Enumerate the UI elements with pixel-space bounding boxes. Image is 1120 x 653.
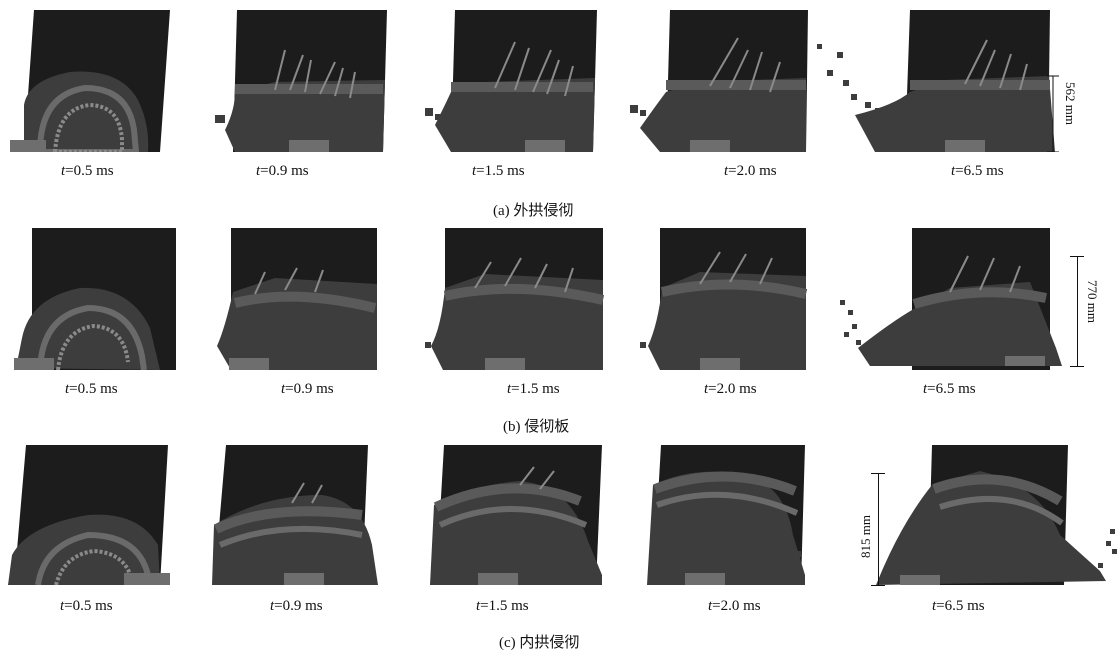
row-c-panel-1 (8, 445, 170, 585)
row-c-panel-4 (645, 445, 810, 585)
row-c-time-5: t=6.5 ms (932, 598, 985, 614)
row-b-panel-1 (10, 228, 178, 370)
row-a-time-4: t=2.0 ms (724, 163, 777, 179)
row-b-dimension-tick-top (1070, 256, 1084, 257)
row-c-time-3: t=1.5 ms (476, 598, 529, 614)
row-c-panel-2 (212, 445, 382, 585)
row-b-caption: (b) 侵彻板 (503, 419, 570, 435)
row-b-time-4: t=2.0 ms (704, 381, 757, 397)
row-b-time-2: t=0.9 ms (281, 381, 334, 397)
row-c-panel-5 (870, 445, 1120, 585)
row-a-panel-4 (630, 10, 810, 152)
row-a-panel-1 (10, 10, 170, 152)
row-c-time-1: t=0.5 ms (60, 598, 113, 614)
row-b-panel-5 (830, 228, 1070, 370)
row-a-panel-5 (815, 10, 1060, 152)
row-b-dimension-tick-bottom (1070, 366, 1084, 367)
row-c-time-4: t=2.0 ms (708, 598, 761, 614)
row-b-panel-2 (215, 228, 380, 370)
row-a-time-3: t=1.5 ms (472, 163, 525, 179)
row-c-panel-3 (430, 445, 605, 585)
row-a-panel-2 (215, 10, 395, 152)
row-a-dimension-label: 562 mm (1063, 82, 1078, 125)
row-b-panel-4 (640, 228, 808, 370)
row-b-time-3: t=1.5 ms (507, 381, 560, 397)
row-c-time-2: t=0.9 ms (270, 598, 323, 614)
row-c-dimension-tick-top (871, 473, 885, 474)
row-b-panel-3 (425, 228, 605, 370)
row-b-dimension-line (1077, 256, 1078, 366)
row-a-time-2: t=0.9 ms (256, 163, 309, 179)
row-b-time-1: t=0.5 ms (65, 381, 118, 397)
row-b-time-5: t=6.5 ms (923, 381, 976, 397)
row-a-time-5: t=6.5 ms (951, 163, 1004, 179)
row-c-dimension-line (878, 473, 879, 585)
row-b-dimension-label: 770 mm (1085, 280, 1100, 323)
row-a-panel-3 (425, 10, 605, 152)
row-a-time-1: t=0.5 ms (61, 163, 114, 179)
row-c-dimension-label: 815 mm (858, 515, 873, 558)
row-c-caption: (c) 内拱侵彻 (499, 635, 580, 651)
row-a-caption: (a) 外拱侵彻 (493, 203, 574, 219)
row-c-dimension-tick-bottom (871, 585, 885, 586)
